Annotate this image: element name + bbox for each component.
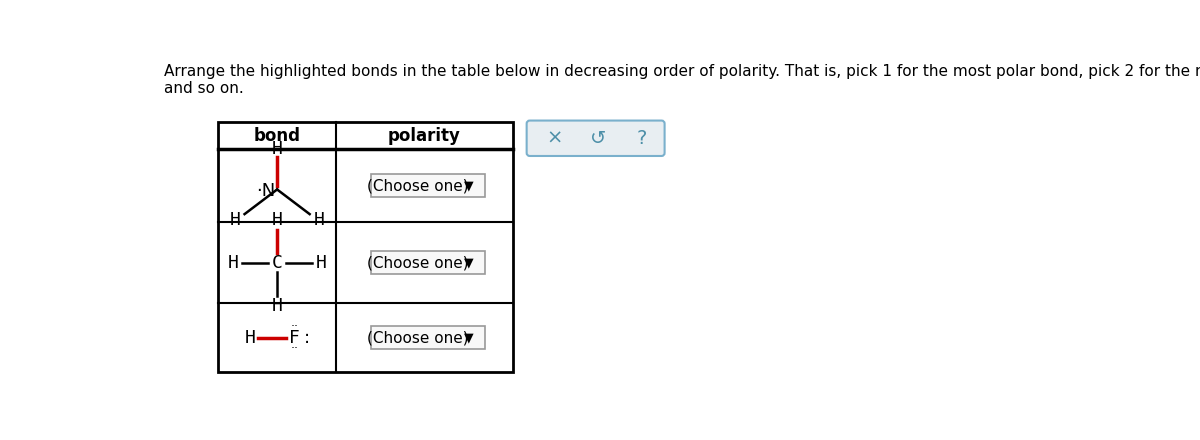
Text: ▼: ▼: [463, 256, 473, 269]
Text: F: F: [289, 329, 300, 347]
Text: H: H: [271, 297, 282, 315]
Text: polarity: polarity: [388, 127, 461, 145]
Text: Arrange the highlighted bonds in the table below in decreasing order of polarity: Arrange the highlighted bonds in the tab…: [164, 63, 1200, 79]
FancyBboxPatch shape: [371, 251, 485, 274]
Text: and so on.: and so on.: [164, 81, 244, 95]
Text: ×: ×: [546, 129, 563, 148]
Text: :: :: [304, 329, 310, 347]
Text: ▼: ▼: [463, 179, 473, 192]
FancyBboxPatch shape: [527, 121, 665, 156]
Text: H: H: [245, 329, 256, 347]
Text: ··: ··: [290, 342, 298, 355]
Text: ··: ··: [290, 320, 298, 334]
Text: (Choose one): (Choose one): [366, 255, 468, 270]
Text: ↺: ↺: [589, 129, 606, 148]
Text: H: H: [271, 211, 282, 229]
Text: ?: ?: [636, 129, 647, 148]
FancyBboxPatch shape: [371, 174, 485, 197]
FancyBboxPatch shape: [371, 326, 485, 349]
Text: H: H: [230, 211, 241, 229]
Text: H: H: [313, 211, 324, 229]
Text: bond: bond: [253, 127, 301, 145]
Text: (Choose one): (Choose one): [366, 178, 468, 193]
Text: ·N: ·N: [257, 182, 276, 200]
Text: H: H: [228, 253, 239, 271]
Text: H: H: [316, 253, 326, 271]
Text: C: C: [271, 253, 282, 271]
Text: (Choose one): (Choose one): [366, 330, 468, 345]
Text: H: H: [271, 139, 282, 158]
Bar: [218, 122, 512, 372]
Text: ▼: ▼: [463, 331, 473, 344]
